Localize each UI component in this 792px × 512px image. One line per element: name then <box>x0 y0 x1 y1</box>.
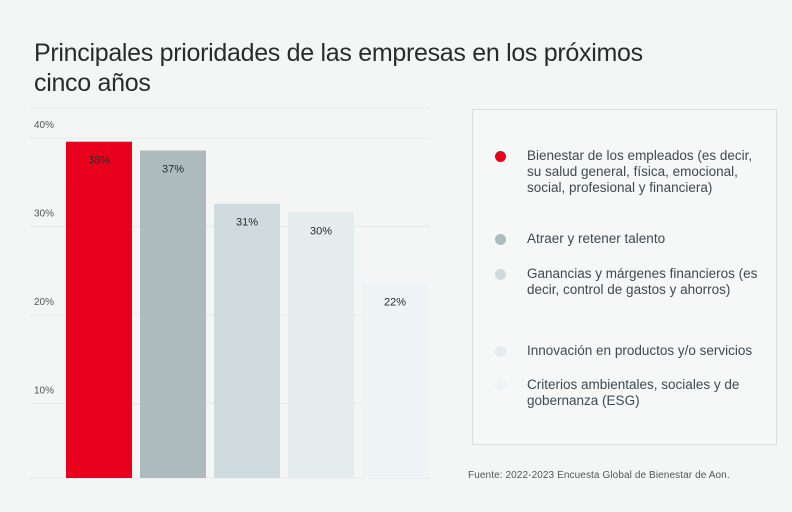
bar <box>140 150 206 479</box>
chart-title: Principales prioridades de las empresas … <box>34 39 643 97</box>
legend-swatch <box>495 234 506 245</box>
bar-value-label: 22% <box>384 296 406 308</box>
bar <box>66 141 132 478</box>
bar <box>362 283 428 478</box>
bar-value-label: 37% <box>162 164 184 176</box>
legend-swatch <box>495 269 506 280</box>
legend-label: Ganancias y márgenes financieros (es dec… <box>527 266 758 297</box>
bar <box>214 203 280 478</box>
y-tick-label: 20% <box>34 297 54 308</box>
y-tick-label: 10% <box>34 386 54 397</box>
bar-value-label: 38% <box>88 155 110 167</box>
legend-swatch <box>495 346 506 357</box>
legend: Bienestar de los empleados (es decir, su… <box>472 109 777 445</box>
source-note: Fuente: 2022-2023 Encuesta Global de Bie… <box>468 470 730 481</box>
legend-label: Innovación en productos y/o servicios <box>527 343 753 358</box>
bar <box>288 212 354 478</box>
legend-label: Atraer y retener talento <box>527 231 666 246</box>
legend-swatch <box>495 151 506 162</box>
legend-label: Criterios ambientales, sociales y de gob… <box>527 377 740 408</box>
legend-swatch <box>495 380 506 391</box>
bar-value-label: 31% <box>236 217 258 229</box>
y-tick-label: 40% <box>34 120 54 131</box>
legend-label: Bienestar de los empleados (es decir, su… <box>527 148 753 195</box>
bar-value-label: 30% <box>310 226 332 238</box>
y-tick-label: 30% <box>34 209 54 220</box>
